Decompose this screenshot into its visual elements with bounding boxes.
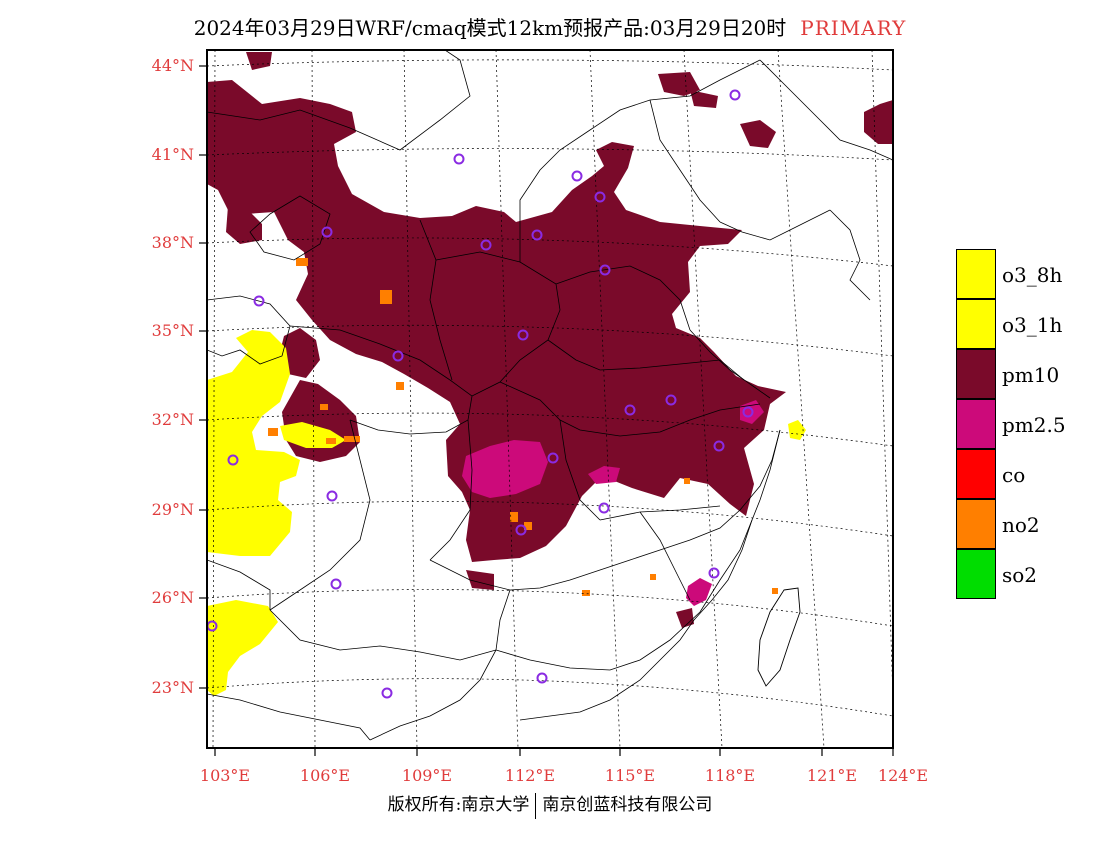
lat-label: 35°N: [151, 321, 194, 340]
so2-swatch: [956, 549, 996, 599]
copyright-right: 南京创蓝科技有限公司: [542, 795, 713, 815]
lat-label: 26°N: [151, 588, 194, 607]
pm10-swatch: [956, 349, 996, 399]
station-marker: [571, 170, 583, 182]
station-marker: [392, 350, 404, 362]
station-marker: [713, 440, 725, 452]
station-markers: [207, 89, 754, 699]
no2-swatch: [956, 499, 996, 549]
lon-label: 121°E: [806, 766, 858, 785]
lat-label: 23°N: [151, 678, 194, 697]
legend-label: o3_1h: [1002, 313, 1063, 337]
lon-label: 109°E: [401, 766, 453, 785]
map-title: 2024年03月29日WRF/cmaq模式12km预报产品:03月29日20时 P…: [0, 12, 1100, 41]
station-marker: [665, 394, 677, 406]
lon-label: 103°E: [199, 766, 251, 785]
station-marker: [598, 502, 610, 514]
station-marker: [480, 239, 492, 251]
pm25-swatch: [956, 399, 996, 449]
title-tag: PRIMARY: [800, 16, 907, 40]
graticule: [207, 50, 893, 748]
station-marker: [536, 672, 548, 684]
legend-label: co: [1002, 463, 1026, 487]
lon-label: 106°E: [299, 766, 351, 785]
co-swatch: [956, 449, 996, 499]
map-frame: [206, 49, 894, 749]
station-marker: [742, 406, 754, 418]
station-marker: [326, 490, 338, 502]
pm10-region: [207, 52, 893, 634]
tick-marks: [199, 65, 894, 756]
lat-label: 44°N: [151, 56, 194, 75]
lon-label: 115°E: [604, 766, 656, 785]
lat-label: 32°N: [151, 410, 194, 429]
legend-label: pm10: [1002, 363, 1060, 387]
copyright-footer: 版权所有:南京大学 南京创蓝科技有限公司: [0, 790, 1100, 819]
copyright-left: 版权所有:南京大学: [387, 795, 530, 815]
title-main: 2024年03月29日WRF/cmaq模式12km预报产品:03月29日20时: [193, 16, 787, 40]
station-marker: [547, 452, 559, 464]
station-marker: [253, 295, 265, 307]
legend-label: no2: [1002, 513, 1040, 537]
station-marker: [330, 578, 342, 590]
station-marker: [624, 404, 636, 416]
no2-region: [268, 258, 778, 596]
lat-label: 29°N: [151, 500, 194, 519]
station-marker: [227, 454, 239, 466]
o3-region: [207, 330, 806, 696]
station-marker: [594, 191, 606, 203]
o3-1h-swatch: [956, 299, 996, 349]
station-marker: [321, 226, 333, 238]
station-marker: [381, 687, 393, 699]
lon-label: 118°E: [704, 766, 756, 785]
station-marker: [453, 153, 465, 165]
taiwan-outline: [757, 587, 801, 687]
legend-label: pm2.5: [1002, 413, 1066, 437]
station-marker: [515, 524, 527, 536]
station-marker: [599, 264, 611, 276]
pm25-region: [462, 400, 764, 606]
station-marker: [729, 89, 741, 101]
lat-label: 41°N: [151, 145, 194, 164]
station-marker: [708, 567, 720, 579]
legend-label: o3_8h: [1002, 263, 1063, 287]
lat-label: 38°N: [151, 233, 194, 252]
lon-label: 124°E: [877, 766, 929, 785]
footer-separator: [535, 792, 537, 819]
legend-label: so2: [1002, 563, 1038, 587]
o3-8h-swatch: [956, 249, 996, 299]
station-marker: [517, 329, 529, 341]
station-marker: [531, 229, 543, 241]
lon-label: 112°E: [504, 766, 556, 785]
